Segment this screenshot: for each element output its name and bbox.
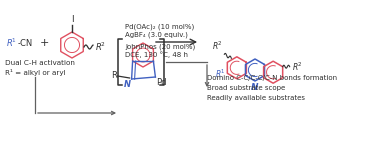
Text: Readily available substrates: Readily available substrates xyxy=(207,95,305,101)
Text: DCE, 130 °C, 48 h: DCE, 130 °C, 48 h xyxy=(125,52,188,58)
Text: R¹ = alkyl or aryl: R¹ = alkyl or aryl xyxy=(5,68,66,76)
Text: Pd(OAc)₂ (10 mol%): Pd(OAc)₂ (10 mol%) xyxy=(125,24,194,30)
Text: JohnPhos (20 mol%): JohnPhos (20 mol%) xyxy=(125,44,195,50)
Text: Dual C-H activation: Dual C-H activation xyxy=(5,60,75,66)
Text: Domino C-C/C-C/C-N bonds formation: Domino C-C/C-C/C-N bonds formation xyxy=(207,75,337,81)
Text: Pd: Pd xyxy=(156,78,167,87)
Text: R$^2$: R$^2$ xyxy=(95,41,106,53)
Text: R$^1$: R$^1$ xyxy=(6,37,17,49)
Text: +: + xyxy=(39,38,49,48)
Text: R$^1$: R$^1$ xyxy=(215,67,225,79)
Text: -CN: -CN xyxy=(18,39,33,48)
Text: I: I xyxy=(71,15,73,24)
Text: Broad substrate scope: Broad substrate scope xyxy=(207,85,285,91)
Text: N: N xyxy=(251,83,259,92)
Text: AgBF₄ (3.0 equiv.): AgBF₄ (3.0 equiv.) xyxy=(125,32,188,38)
Text: N: N xyxy=(124,80,131,89)
Text: R$^2$: R$^2$ xyxy=(212,40,222,52)
Text: R: R xyxy=(111,71,116,80)
Text: R$^2$: R$^2$ xyxy=(292,60,302,73)
